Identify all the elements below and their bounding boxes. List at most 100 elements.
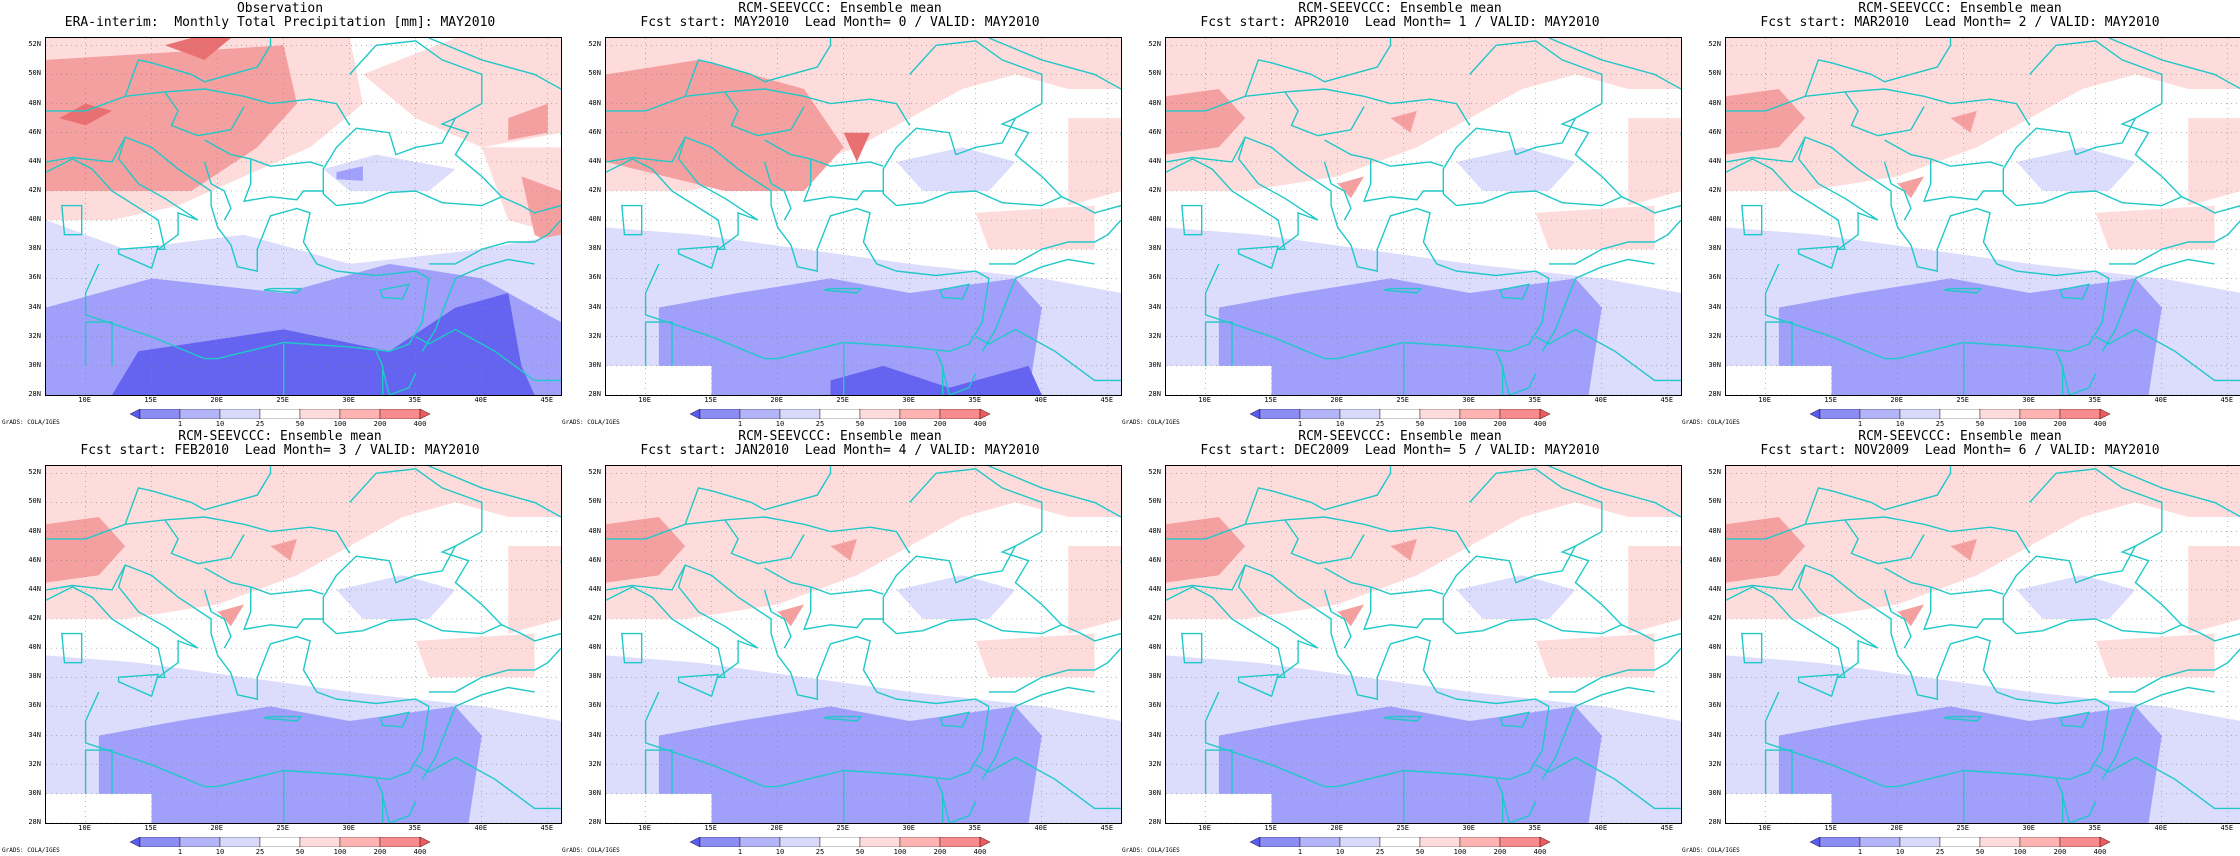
- lat-tick-label: 30N: [588, 788, 601, 797]
- lon-tick-label: 15E: [704, 396, 717, 404]
- border-jordan: [1535, 328, 1681, 382]
- border-balkans: [1923, 586, 2004, 631]
- precipitation-map: [1726, 38, 2240, 395]
- colorbar-segment: [1859, 837, 1901, 847]
- lon-tick-label: 35E: [1528, 396, 1542, 404]
- lat-tick-label: 48N: [1148, 526, 1161, 535]
- shade-missing: [46, 793, 152, 823]
- border-west-balkans: [203, 589, 232, 649]
- border-libya-tunisia: [1764, 749, 1793, 794]
- border-turkey-south: [428, 219, 561, 265]
- precipitation-map: [606, 38, 1121, 395]
- colorbar-segment: [1499, 837, 1541, 847]
- border-danube: [204, 567, 324, 595]
- colorbar-label: 100: [893, 420, 907, 428]
- lat-tick-label: 46N: [588, 127, 601, 136]
- shade-red-light: [415, 633, 535, 678]
- border-danube: [1884, 139, 2004, 167]
- border-north: [124, 38, 272, 97]
- lon-tick-label: 30E: [902, 396, 916, 404]
- colorbar-label: 100: [1453, 420, 1467, 428]
- lat-tick-label: 30N: [1148, 360, 1161, 369]
- coastline-sardinia: [621, 204, 643, 236]
- lat-tick-label: 30N: [28, 360, 41, 369]
- lon-tick-label: 40E: [1594, 824, 1608, 832]
- lat-tick-label: 38N: [1148, 244, 1161, 253]
- shade-red-mid: [1390, 538, 1417, 561]
- lon-tick-label: 25E: [1956, 824, 1970, 832]
- coastline-red-sea: [2062, 796, 2097, 823]
- lat-tick-label: 46N: [28, 127, 41, 136]
- coastline-black-sea: [2002, 116, 2183, 207]
- border-syria: [1541, 258, 1655, 352]
- coastline-sardinia: [1741, 632, 1763, 664]
- lat-tick-label: 44N: [588, 584, 601, 593]
- lat-tick-label: 32N: [28, 759, 41, 768]
- lat-tick-label: 48N: [588, 526, 601, 535]
- colorbar-segment: [219, 409, 261, 419]
- coastline-red-sea: [382, 796, 417, 823]
- coastline-black-sea: [1442, 544, 1623, 635]
- colorbar-label: 400: [1533, 420, 1547, 428]
- coastline-crete: [1943, 287, 1983, 294]
- panel-title-line2: Fcst start: JAN2010 Lead Month= 4 / VALI…: [640, 443, 1040, 458]
- lon-tick-label: 45E: [1660, 396, 1674, 404]
- lat-tick-label: 40N: [588, 643, 601, 652]
- border-turkey-south: [1548, 219, 1681, 265]
- lat-tick-label: 42N: [1708, 614, 1721, 622]
- colorbar-label: 1: [177, 420, 183, 428]
- colorbar-label: 25: [1375, 848, 1385, 856]
- lat-tick-label: 44N: [28, 584, 41, 593]
- lat-tick-label: 52N: [28, 468, 41, 477]
- panel-title: RCM-SEEVCCC: Ensemble mean Fcst start: JA…: [560, 430, 1120, 458]
- coastline-crete: [263, 287, 303, 294]
- lon-tick-label: 20E: [1890, 396, 1903, 404]
- shade-red-mid: [1897, 604, 1925, 627]
- border-north: [124, 466, 272, 525]
- coastline-sardinia: [1181, 204, 1203, 236]
- colorbar-segment: [339, 409, 381, 419]
- map-area: [605, 465, 1122, 824]
- shade-red-dark: [843, 132, 871, 162]
- border-turkey-south: [988, 219, 1121, 265]
- coastline-cyprus: [1499, 283, 1531, 300]
- lat-tick-label: 42N: [1148, 614, 1161, 622]
- border-west-balkans: [1323, 161, 1352, 221]
- colorbar-segment: [859, 837, 901, 847]
- panel-title: Observation ERA-interim: Monthly Total Pr…: [0, 2, 560, 30]
- border-jordan: [415, 756, 561, 810]
- coastline-italy: [1726, 136, 1879, 251]
- precipitation-map: [606, 466, 1121, 823]
- coastline-cyprus: [939, 283, 971, 300]
- shade-missing: [606, 793, 712, 823]
- grads-credit: GrADS: COLA/IGES: [562, 419, 620, 426]
- lat-tick-label: 46N: [28, 555, 41, 564]
- colorbar: [1810, 837, 2110, 847]
- precipitation-map: [1166, 38, 1681, 395]
- lat-tick-label: 46N: [1708, 127, 1721, 136]
- colorbar: [690, 409, 990, 419]
- border-ukraine: [909, 468, 1043, 547]
- lat-tick-label: 52N: [1708, 468, 1721, 477]
- border-turkey-south: [2108, 220, 2240, 265]
- lat-tick-label: 38N: [28, 244, 41, 253]
- map-panel: RCM-SEEVCCC: Ensemble mean Fcst start: MA…: [560, 0, 1122, 428]
- shade-missing: [1726, 793, 1832, 823]
- colorbar-label: 400: [1533, 848, 1547, 856]
- lat-tick-label: 36N: [588, 273, 601, 282]
- lat-tick-label: 48N: [588, 98, 601, 107]
- lat-tick-label: 32N: [28, 331, 41, 340]
- shade-red-light: [2095, 205, 2215, 250]
- lat-tick-label: 30N: [28, 788, 41, 797]
- map-area: [1725, 37, 2240, 396]
- border-ukraine: [909, 40, 1043, 119]
- lon-tick-label: 30E: [342, 824, 356, 832]
- lon-tick-label: 35E: [968, 824, 982, 832]
- lon-tick-label: 30E: [2022, 396, 2036, 404]
- lat-tick-label: 40N: [28, 643, 41, 652]
- colorbar-label: 10: [215, 420, 225, 428]
- border-libya-tunisia: [1204, 749, 1233, 794]
- lat-tick-label: 40N: [1148, 215, 1161, 224]
- border-balkans: [803, 158, 884, 203]
- shade-red-mid: [1337, 176, 1365, 199]
